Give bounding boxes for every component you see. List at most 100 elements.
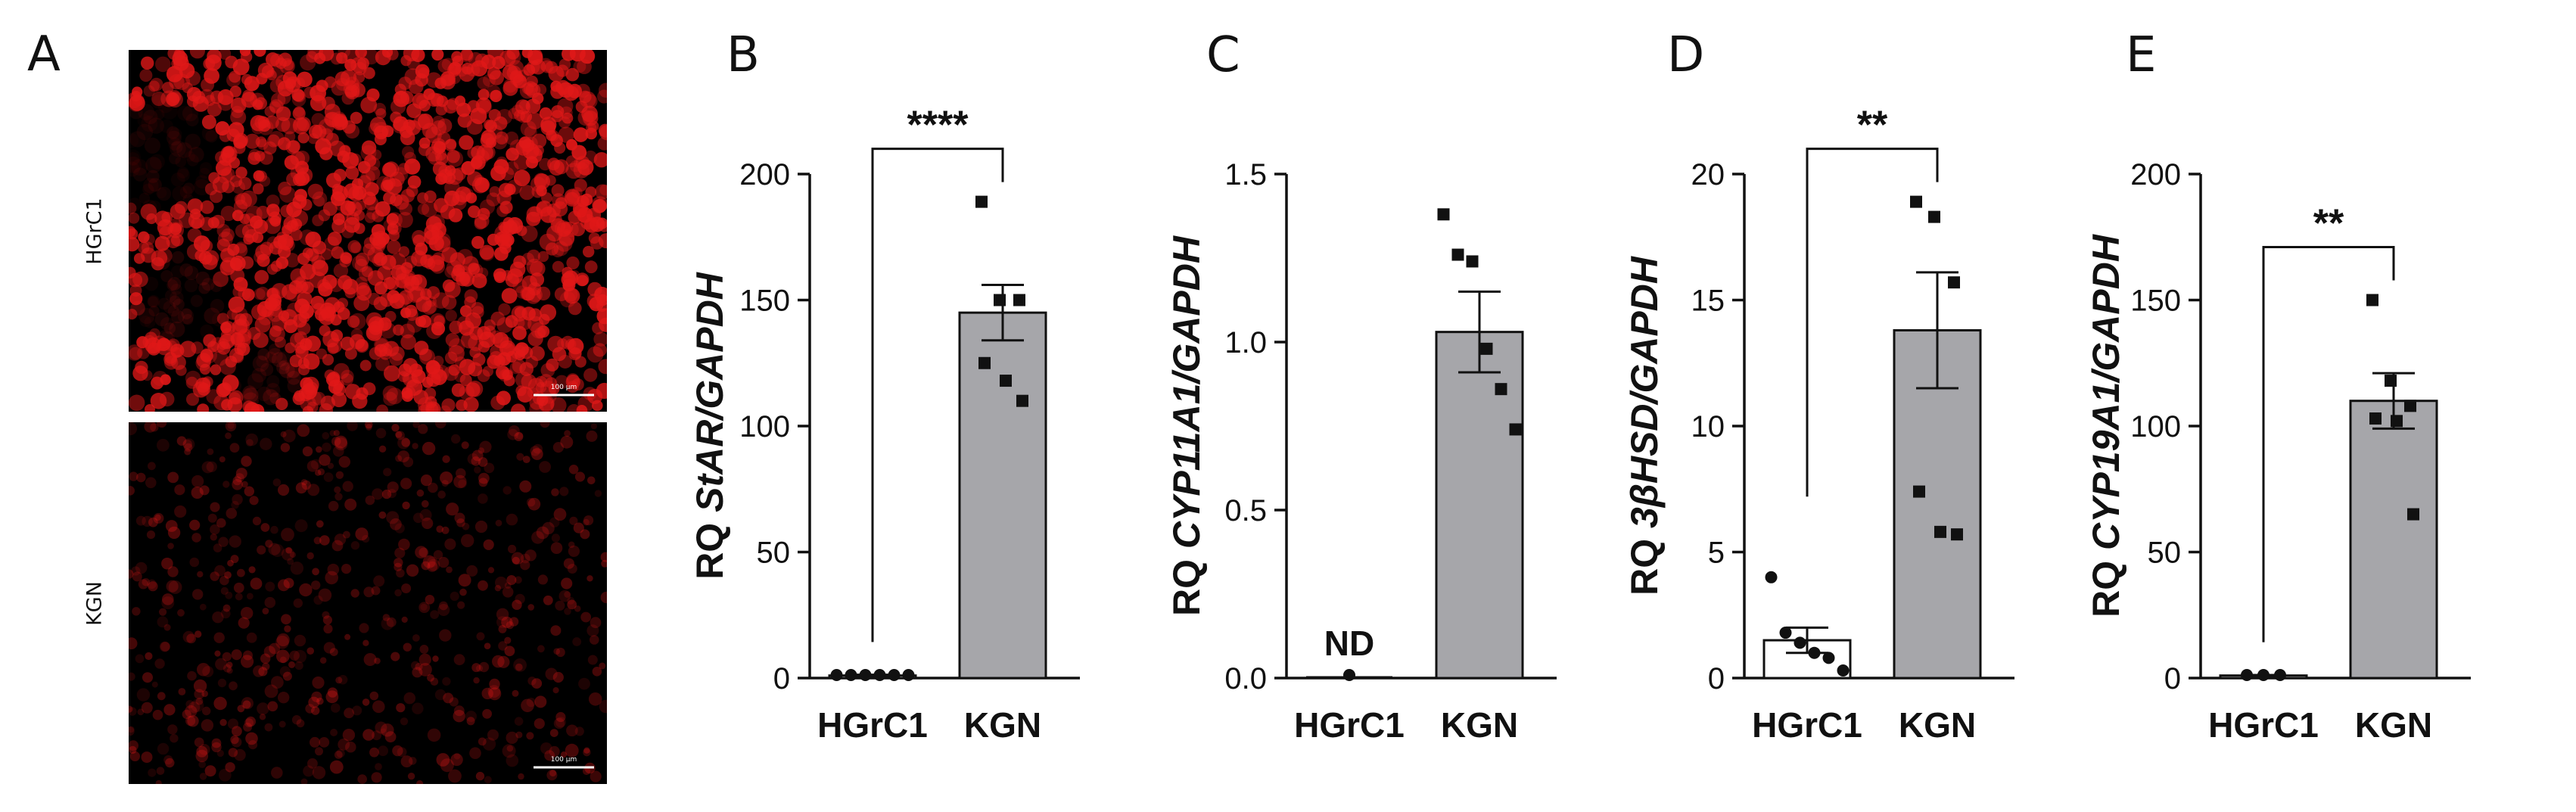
cell [291, 715, 302, 725]
cell [323, 472, 334, 482]
cell [481, 145, 496, 160]
cell [312, 391, 326, 406]
cell [174, 201, 188, 214]
cell [574, 179, 587, 192]
cell [530, 176, 546, 192]
cell [259, 176, 271, 187]
cell [512, 359, 527, 374]
cell [457, 113, 472, 128]
cell [169, 295, 181, 306]
cell [275, 117, 291, 132]
cell [191, 533, 201, 543]
cell [301, 480, 311, 490]
cell [419, 645, 429, 654]
data-point [859, 669, 872, 681]
cell [386, 387, 403, 405]
cell [174, 484, 185, 496]
cell [530, 446, 540, 456]
cell [334, 486, 341, 493]
cell [242, 700, 251, 709]
cell [267, 306, 283, 322]
cell [355, 252, 370, 266]
cell [314, 52, 326, 64]
cell [269, 325, 282, 338]
cell [341, 369, 354, 383]
cell [319, 737, 330, 748]
cell [391, 424, 400, 432]
cell [241, 697, 254, 710]
cell [467, 453, 479, 465]
cell [471, 663, 481, 673]
cell [431, 322, 446, 336]
cell [238, 617, 250, 629]
cell [269, 642, 281, 655]
cell [270, 525, 278, 534]
cell [195, 749, 209, 763]
cell [160, 119, 174, 133]
cell [142, 183, 154, 195]
cell [225, 591, 233, 599]
cell [129, 309, 138, 320]
cell [513, 658, 527, 672]
cell [238, 176, 252, 191]
cell [241, 607, 254, 620]
cell [286, 172, 300, 186]
cell [226, 667, 233, 674]
cell [205, 130, 218, 143]
cell [297, 291, 313, 307]
cell [319, 325, 331, 337]
data-point [1928, 210, 1940, 223]
cell [546, 358, 559, 372]
cell [506, 148, 519, 161]
cell [306, 460, 319, 472]
cell [506, 621, 515, 630]
category-label: KGN [2355, 705, 2432, 745]
cell [220, 322, 232, 334]
cell [549, 770, 557, 777]
cell [182, 709, 191, 719]
cell [145, 477, 157, 489]
cell [276, 360, 290, 375]
cell [564, 430, 571, 437]
cell [412, 667, 423, 678]
cell [425, 396, 437, 409]
cell [440, 758, 454, 773]
cell [521, 698, 534, 713]
data-point [845, 669, 857, 681]
cell [567, 596, 575, 605]
cell [397, 747, 407, 758]
cell [466, 565, 478, 577]
cell [350, 328, 363, 341]
cell [144, 422, 157, 433]
cell [284, 319, 298, 334]
cell [342, 120, 356, 134]
cell [459, 588, 467, 596]
cell [151, 376, 164, 390]
cell [419, 349, 435, 365]
cell [236, 342, 250, 356]
cell [299, 583, 313, 597]
cell [552, 260, 565, 273]
chart-b: B RQ StAR/GAPDH 0 50 100 150 200 HGrC1 KGN **** [689, 27, 1080, 745]
cell [429, 313, 446, 329]
cell [254, 316, 271, 333]
panel-letter: C [1206, 27, 1240, 83]
cell [129, 705, 133, 713]
cell [465, 711, 477, 723]
cell [271, 92, 286, 107]
cell [170, 140, 186, 157]
data-point [2407, 508, 2419, 521]
cell [511, 305, 527, 322]
cell [476, 632, 485, 641]
cell [312, 124, 327, 139]
cell [452, 191, 468, 206]
cell [322, 353, 334, 366]
cell [300, 778, 308, 784]
cell [157, 692, 166, 701]
cell [331, 111, 347, 126]
cell [342, 152, 359, 169]
cell [550, 397, 567, 412]
cell [199, 485, 210, 496]
cell [191, 486, 204, 499]
cell [409, 757, 417, 765]
